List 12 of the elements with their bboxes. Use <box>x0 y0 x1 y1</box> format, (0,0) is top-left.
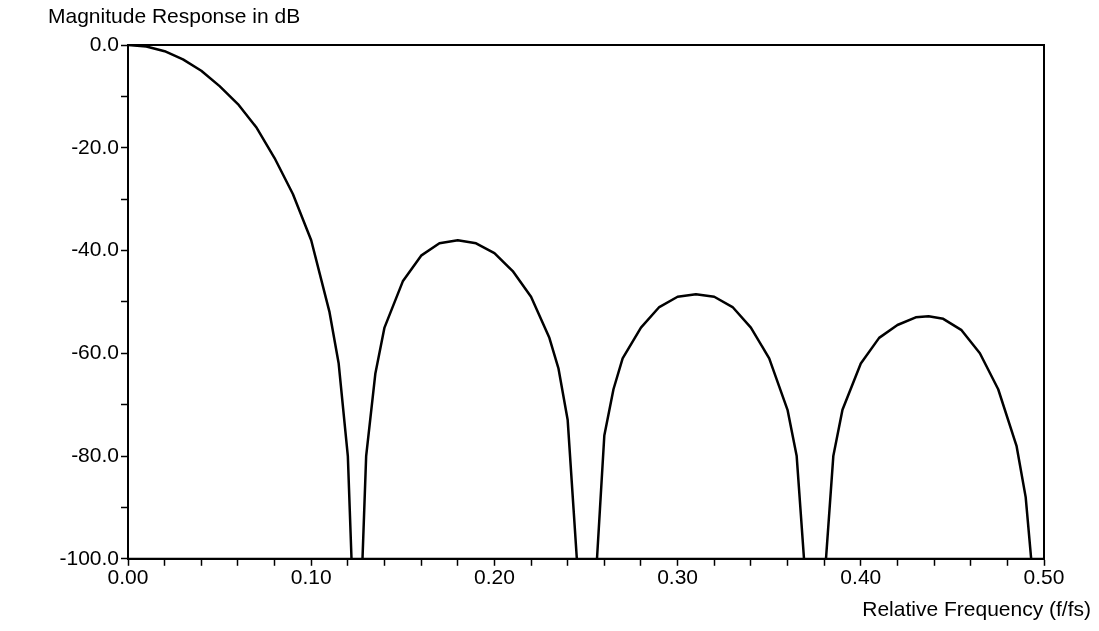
x-tick-label: 0.20 <box>473 565 515 589</box>
y-axis-title: Magnitude Response in dB <box>48 4 301 28</box>
y-tick-label: -80.0 <box>71 442 119 466</box>
x-tick-label: 0.40 <box>840 565 882 589</box>
y-tick-label: -60.0 <box>71 340 119 364</box>
x-tick-label: 0.10 <box>290 565 332 589</box>
y-tick-label: -40.0 <box>71 237 119 261</box>
x-tick-label: 0.30 <box>657 565 699 589</box>
y-tick-label: 0.0 <box>89 31 119 55</box>
x-tick-label: 0.50 <box>1023 565 1065 589</box>
y-tick-label: -20.0 <box>71 134 119 158</box>
x-axis-title: Relative Frequency (f/fs) <box>862 597 1091 621</box>
